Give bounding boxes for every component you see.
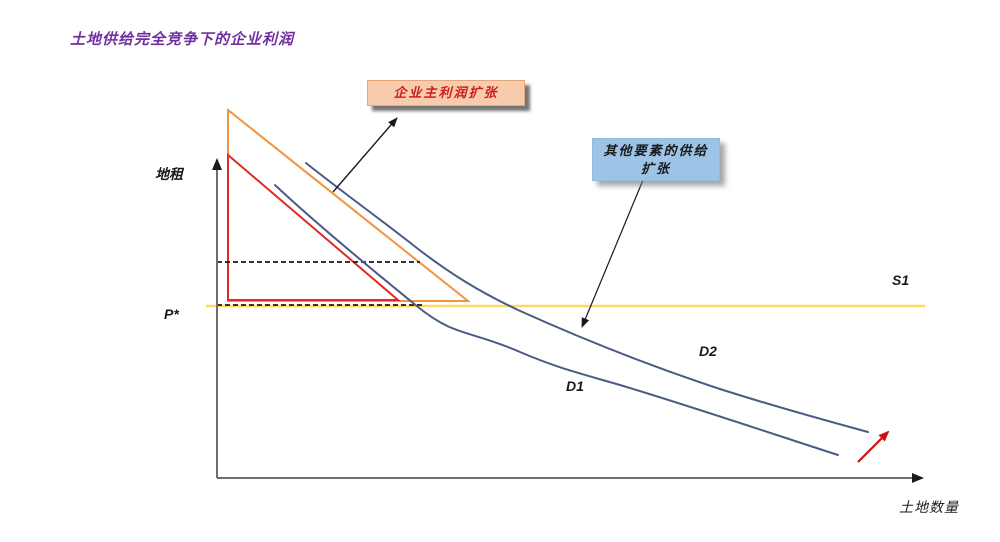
d2-demand-curve [305,162,869,433]
d2-label: D2 [699,343,717,359]
s1-label: S1 [892,272,910,288]
x-axis-label: 土地数量 [899,499,959,515]
d1-demand-curve [274,184,839,456]
red-profit-triangle [227,152,401,301]
other-factors-supply-callout-line2: 扩张 [640,160,671,176]
callout-arrow-from-supply-box [581,179,644,328]
red-expansion-arrow [857,430,890,463]
d1-label: D1 [566,378,584,394]
slide-title: 土地供给完全竞争下的企业利润 [70,31,295,48]
callout-arrow-to-profit-box [332,117,398,193]
other-factors-supply-callout-line1: 其他要素的供给 [603,142,709,158]
orange-profit-triangle [227,107,471,302]
p-star-label: P* [164,306,179,322]
profit-expansion-callout: 企业主利润扩张 [367,80,525,106]
other-factors-supply-callout: 其他要素的供给 扩张 [592,138,720,181]
profit-expansion-callout-text: 企业主利润扩张 [393,85,499,100]
y-axis-label: 地租 [155,166,183,182]
